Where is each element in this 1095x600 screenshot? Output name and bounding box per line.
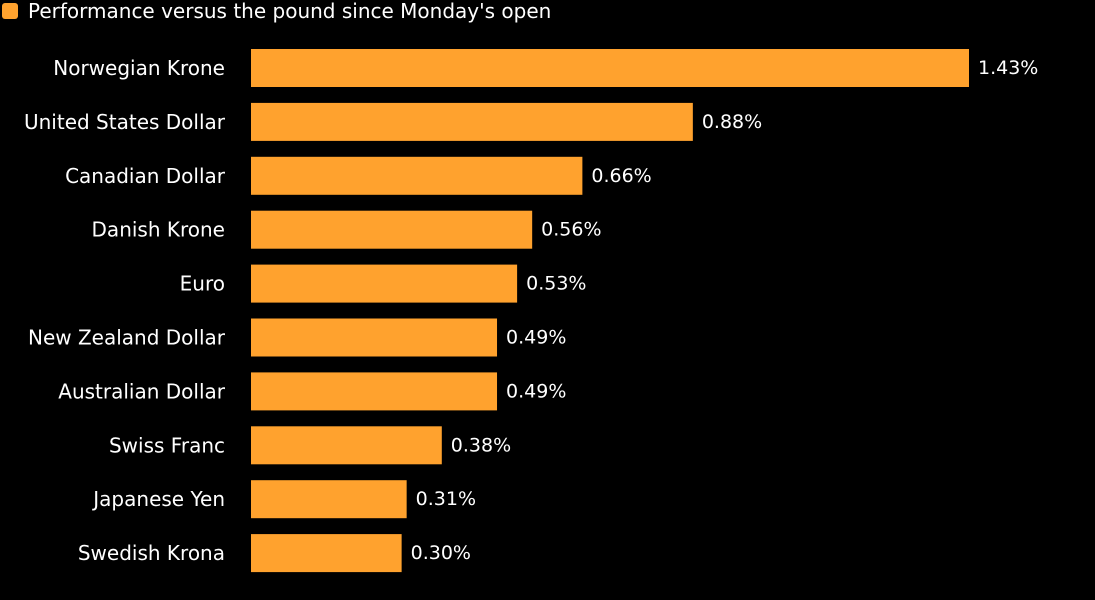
bar [251,210,533,249]
value-label: 0.49% [506,327,566,349]
legend-label: Performance versus the pound since Monda… [28,0,552,23]
category-label: Norwegian Krone [53,56,225,80]
bar [251,49,969,87]
bar [251,480,407,519]
value-label: 0.31% [416,488,476,510]
value-label: 0.66% [591,165,651,187]
category-label: Swiss Franc [109,433,225,457]
bar [251,372,498,411]
bar [251,156,583,195]
value-label: 0.53% [526,273,586,295]
value-label: 0.56% [541,219,601,241]
category-label: Canadian Dollar [65,164,226,188]
category-label: United States Dollar [24,110,226,134]
category-label: New Zealand Dollar [28,326,226,350]
legend-swatch [2,3,18,19]
category-label: Australian Dollar [58,379,226,403]
bar [251,534,402,573]
value-label: 1.43% [978,57,1038,79]
category-label: Swedish Krona [78,541,225,565]
value-label: 0.49% [506,380,566,402]
legend: Performance versus the pound since Monda… [0,0,552,23]
category-label: Danish Krone [92,218,225,242]
bar [251,318,498,357]
bar [251,426,442,465]
bar [251,264,518,303]
category-label: Japanese Yen [91,487,225,511]
value-label: 0.38% [451,434,511,456]
value-label: 0.88% [702,111,762,133]
category-label: Euro [180,272,225,296]
bar [251,102,693,141]
value-label: 0.30% [411,542,471,564]
